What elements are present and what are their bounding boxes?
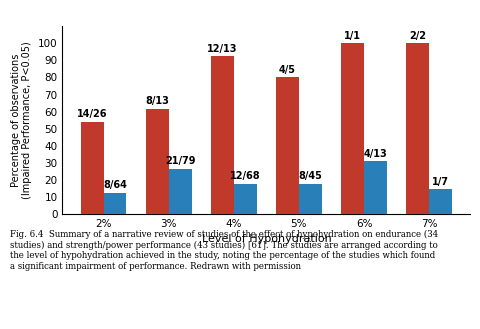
Text: 12/68: 12/68 (230, 171, 261, 181)
Bar (211, 57, 234, 214)
Text: 8/64: 8/64 (103, 180, 127, 190)
Bar (406, 43, 429, 214)
Text: 8/45: 8/45 (299, 171, 322, 181)
Bar (364, 162, 387, 214)
X-axis label: Level of Hypohydration: Level of Hypohydration (202, 234, 331, 244)
Bar (104, 192, 127, 214)
Text: 21/79: 21/79 (165, 156, 195, 166)
Text: Fig. 6.4  Summary of a narrative review of studies of the effect of hypohydratio: Fig. 6.4 Summary of a narrative review o… (10, 230, 438, 271)
Bar (146, 109, 169, 214)
Text: 1/1: 1/1 (344, 31, 361, 41)
Bar (169, 168, 192, 214)
Text: 4/5: 4/5 (279, 65, 296, 75)
Bar (429, 190, 452, 214)
Text: 14/26: 14/26 (77, 110, 108, 119)
Bar (276, 77, 299, 214)
Bar (234, 184, 257, 214)
Text: 2/2: 2/2 (409, 31, 426, 41)
Text: 8/13: 8/13 (145, 96, 169, 106)
Text: 4/13: 4/13 (363, 149, 387, 159)
Bar (299, 184, 322, 214)
Bar (81, 122, 104, 214)
Y-axis label: Percentage of observations
(Impaired Performance, P<0.05): Percentage of observations (Impaired Per… (11, 41, 32, 199)
Text: 1/7: 1/7 (432, 177, 449, 187)
Bar (341, 43, 364, 214)
Text: 12/13: 12/13 (207, 44, 238, 54)
